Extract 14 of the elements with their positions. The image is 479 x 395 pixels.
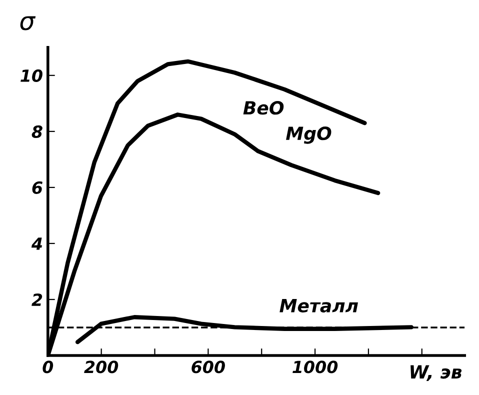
y-tick-label: 10 <box>20 69 42 82</box>
y-tick-label: 2 <box>32 293 42 306</box>
x-tick-label: 600 <box>192 360 225 374</box>
y-tick-label: 8 <box>32 125 42 138</box>
x-tick-label: 1000 <box>292 360 338 374</box>
y-tick-label: 6 <box>32 181 42 194</box>
series-label: MgO <box>286 126 332 144</box>
x-tick-label: 0 <box>42 360 54 374</box>
series-label: BeO <box>243 101 284 115</box>
x-axis-title: W, эв <box>410 365 462 382</box>
x-tick-label: 200 <box>84 360 118 374</box>
series-label: Металл <box>280 299 358 312</box>
y-axis-title: σ <box>20 16 36 30</box>
y-tick-label: 4 <box>31 238 42 250</box>
